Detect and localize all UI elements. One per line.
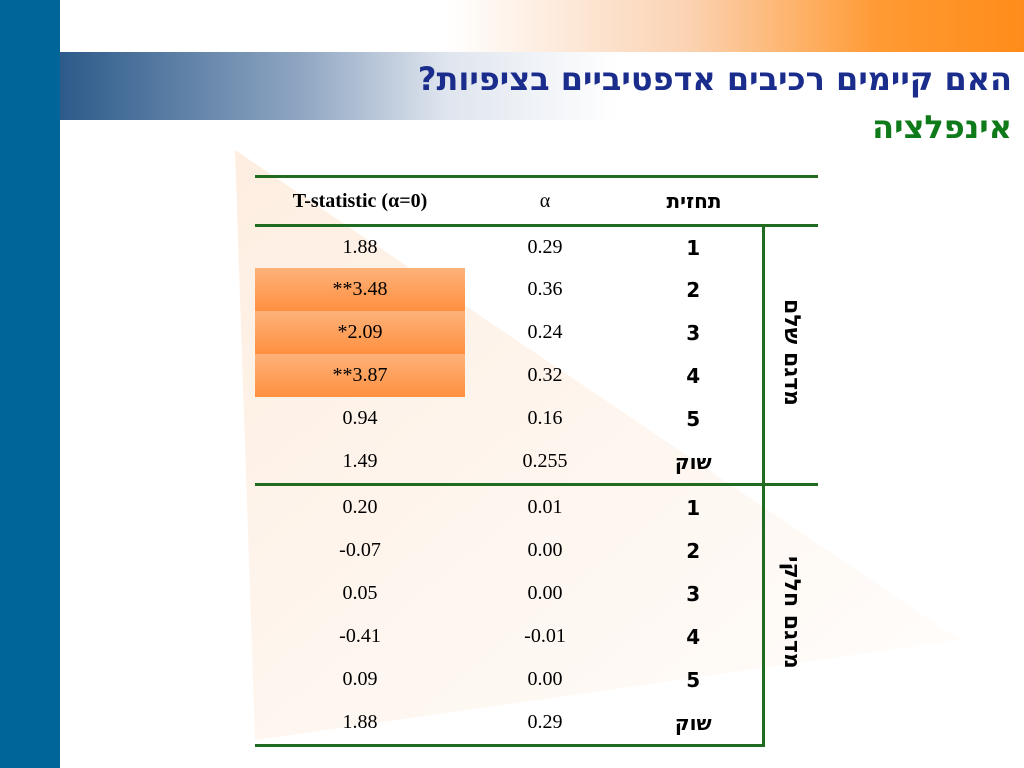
- t-statistic-cell: -0.07: [339, 539, 381, 561]
- table-row: **3.48 0.36 2: [255, 268, 818, 311]
- group-label: מדגם חלקי: [778, 556, 804, 670]
- prediction-cell: 4: [686, 363, 701, 388]
- t-statistic-cell: 0.09: [342, 668, 378, 690]
- alpha-cell: 0.36: [527, 278, 563, 300]
- t-statistic-cell: **3.48: [255, 268, 465, 311]
- group-label: מדגם שלם: [778, 298, 804, 406]
- prediction-cell: 1: [625, 483, 763, 529]
- t-statistic-cell: **3.87: [255, 354, 465, 397]
- alpha-cell: 0.255: [522, 450, 568, 472]
- table-row: 0.09 0.00 5: [255, 658, 818, 701]
- header-alpha: α: [465, 175, 625, 227]
- prediction-cell: 5: [686, 667, 701, 692]
- t-statistic-cell: -0.41: [339, 625, 381, 647]
- alpha-cell: -0.01: [524, 625, 566, 647]
- prediction-cell: 3: [686, 581, 701, 606]
- table-row: *2.09 0.24 3: [255, 311, 818, 354]
- alpha-cell: 0.00: [527, 539, 563, 561]
- t-statistic-cell: 1.88: [342, 236, 378, 258]
- page-title: האם קיימים רכיבים אדפטיביים בציפיות?: [417, 60, 1012, 98]
- prediction-cell: שוק: [674, 449, 712, 474]
- table-row: 1.49 0.255 שוק: [255, 440, 818, 485]
- prediction-cell: שוק: [625, 701, 763, 747]
- prediction-cell: 4: [686, 624, 701, 649]
- alpha-cell: 0.29: [465, 701, 625, 747]
- alpha-cell: 0.24: [527, 321, 563, 343]
- t-statistic-cell: 0.94: [342, 407, 378, 429]
- table-row: 1.88 0.29 שוק: [255, 701, 818, 747]
- prediction-cell: 2: [686, 538, 701, 563]
- alpha-cell: 0.00: [527, 668, 563, 690]
- page-subtitle: אינפלציה: [872, 108, 1012, 146]
- left-accent-bar: [0, 0, 60, 768]
- table-row: 1.88 0.29 1 מדגם שלם: [255, 225, 818, 485]
- t-statistic-cell: *2.09: [255, 311, 465, 354]
- top-gradient-band: [60, 0, 1024, 52]
- prediction-cell: 5: [686, 406, 701, 431]
- table-header-row: T-statistic (α=0) α תחזית: [255, 175, 818, 227]
- alpha-cell: 0.16: [527, 407, 563, 429]
- t-statistic-cell: 1.88: [255, 701, 465, 747]
- table-body: 1.88 0.29 1 מדגם שלם **3.48 0.36 2 *2.09 0.24 3 **…: [255, 225, 818, 747]
- t-statistic-cell: 0.20: [255, 483, 465, 529]
- alpha-cell: 0.01: [465, 483, 625, 529]
- table-row: 0.20 0.01 1 מדגם חלקי: [255, 483, 818, 746]
- prediction-cell: 2: [686, 277, 701, 302]
- prediction-cell: 3: [686, 320, 701, 345]
- table-row: -0.07 0.00 2: [255, 529, 818, 572]
- alpha-cell: 0.00: [527, 582, 563, 604]
- table-row: 0.94 0.16 5: [255, 397, 818, 440]
- header-group: [763, 175, 818, 227]
- group-label-cell: מדגם שלם: [761, 225, 818, 485]
- table-row: 0.05 0.00 3: [255, 572, 818, 615]
- t-statistic-cell: 1.49: [342, 450, 378, 472]
- results-table: T-statistic (α=0) α תחזית 1.88 0.29 1 מדגם …: [255, 175, 818, 747]
- alpha-cell: 0.32: [527, 364, 563, 386]
- header-prediction: תחזית: [625, 175, 763, 227]
- table-row: **3.87 0.32 4: [255, 354, 818, 397]
- title-band: [60, 52, 1024, 120]
- header-t-statistic: T-statistic (α=0): [255, 175, 465, 227]
- prediction-cell: 1: [686, 235, 701, 260]
- t-statistic-cell: 0.05: [342, 582, 378, 604]
- group-label-cell: מדגם חלקי: [761, 483, 818, 746]
- alpha-cell: 0.29: [527, 236, 563, 258]
- table-row: -0.41 -0.01 4: [255, 615, 818, 658]
